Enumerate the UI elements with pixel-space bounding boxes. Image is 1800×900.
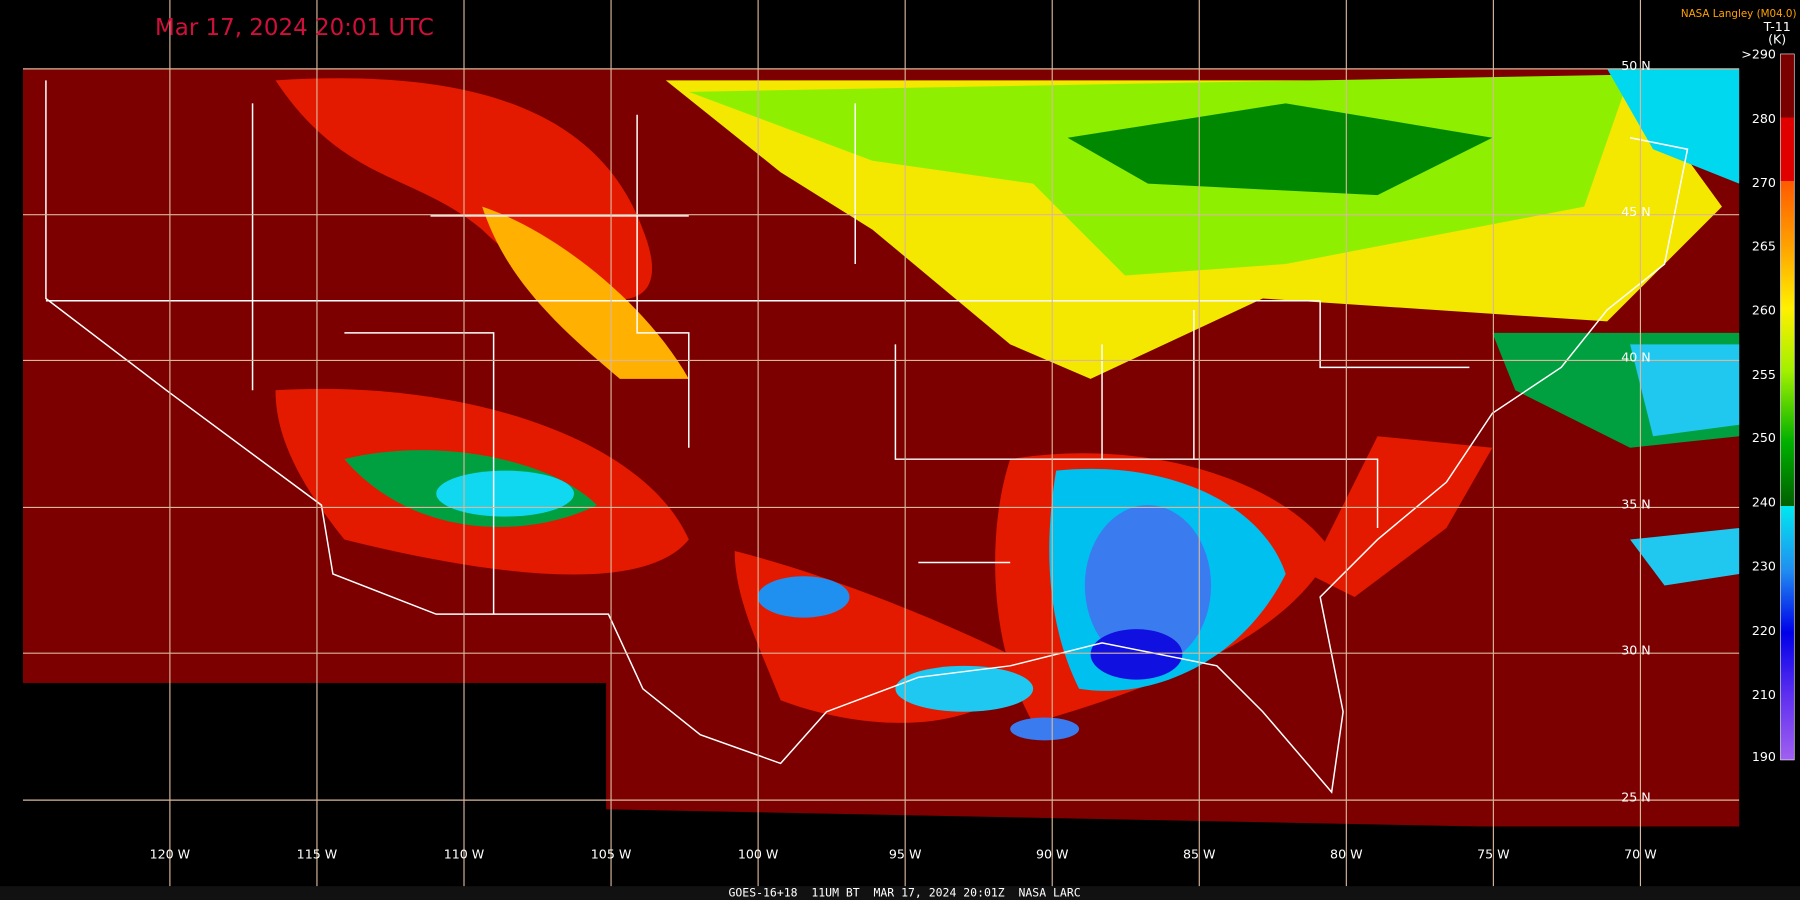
longitude-label: 120 W xyxy=(150,847,191,862)
borders xyxy=(45,80,1689,794)
colorbar-label: 280 xyxy=(1752,111,1776,126)
colorbar-label: 265 xyxy=(1752,238,1776,253)
colorbar-label: 255 xyxy=(1752,367,1776,382)
latitude-label: 50 N xyxy=(1621,58,1650,73)
colorbar-label: >290 xyxy=(1741,47,1776,62)
cloud-cell xyxy=(895,665,1034,712)
longitude-label: 75 W xyxy=(1477,847,1510,862)
latitude-label: 40 N xyxy=(1621,350,1650,365)
cloud-cell xyxy=(436,470,574,517)
longitude-label: 85 W xyxy=(1183,847,1216,862)
longitude-label: 105 W xyxy=(591,847,632,862)
units: (K) xyxy=(1768,32,1786,47)
colorbar-label: 190 xyxy=(1752,749,1776,764)
map-title: Mar 17, 2024 20:01 UTC xyxy=(155,15,434,41)
cloud-field xyxy=(275,68,1740,741)
cloud-band xyxy=(482,206,689,379)
state-lines xyxy=(45,103,1470,615)
coastline xyxy=(45,80,1689,794)
latitude-label: 45 N xyxy=(1621,204,1650,219)
cloud-cell xyxy=(1630,528,1740,586)
footer: GOES-16+18 11UM BT MAR 17, 2024 20:01Z N… xyxy=(729,886,1081,900)
footer-bar xyxy=(0,886,1800,900)
longitude-label: 100 W xyxy=(738,847,779,862)
longitude-label: 80 W xyxy=(1330,847,1363,862)
colorbar-label: 220 xyxy=(1752,623,1776,638)
longitude-label: 90 W xyxy=(1036,847,1069,862)
colorbar xyxy=(1780,53,1795,761)
cloud-cell xyxy=(757,576,850,618)
longitude-label: 70 W xyxy=(1624,847,1657,862)
cloud-cell xyxy=(1090,629,1183,680)
colorbar-label: 270 xyxy=(1752,175,1776,190)
colorbar-label: 230 xyxy=(1752,559,1776,574)
colorbar-label: 250 xyxy=(1752,430,1776,445)
product: T-11 xyxy=(1763,19,1791,34)
cloud-cell xyxy=(1010,717,1080,741)
longitude-label: 115 W xyxy=(297,847,338,862)
longitude-label: 95 W xyxy=(889,847,922,862)
colorbar-label: 240 xyxy=(1752,494,1776,509)
cloud-cell xyxy=(1084,505,1212,666)
cloud-band xyxy=(1067,103,1493,196)
latitude-label: 25 N xyxy=(1621,789,1650,804)
longitude-label: 110 W xyxy=(444,847,485,862)
latitude-label: 35 N xyxy=(1621,497,1650,512)
cloud-cell xyxy=(1630,344,1740,437)
cloud-band xyxy=(1308,436,1493,597)
latitude-label: 30 N xyxy=(1621,642,1650,657)
credit: NASA Langley (M04.0) xyxy=(1681,8,1797,20)
colorbar-label: 260 xyxy=(1752,303,1776,318)
colorbar-label: 210 xyxy=(1752,687,1776,702)
graticule xyxy=(22,0,1740,887)
